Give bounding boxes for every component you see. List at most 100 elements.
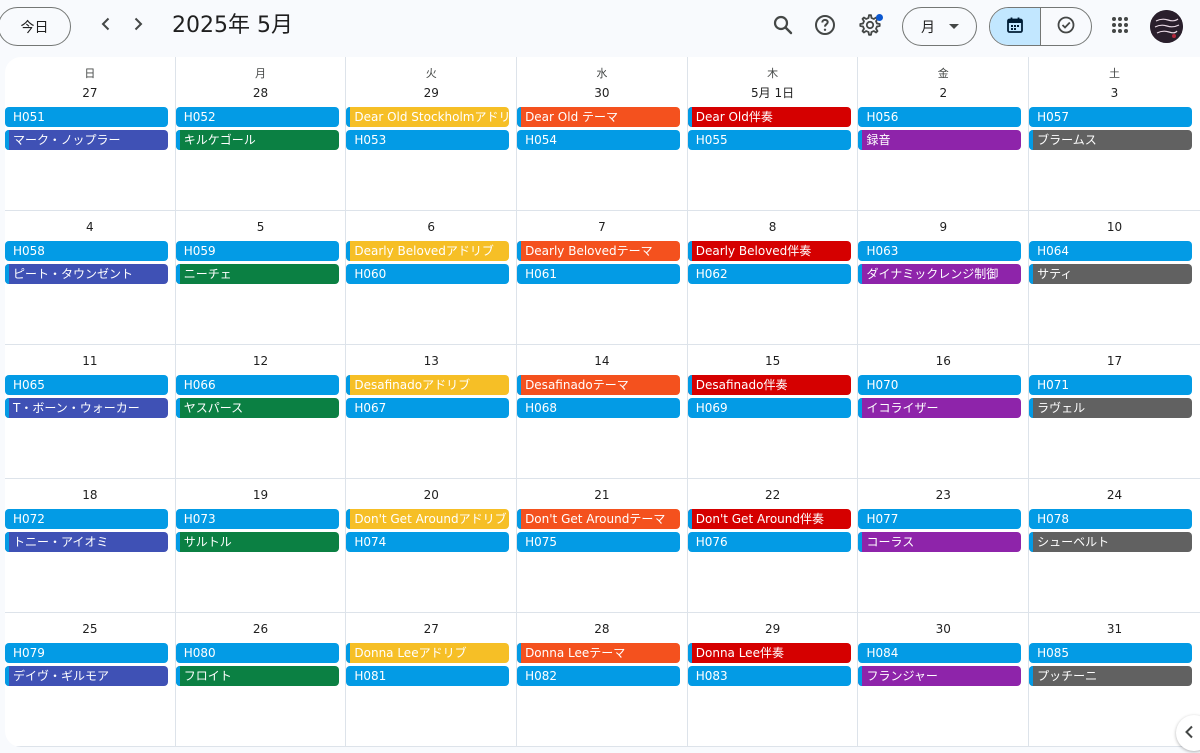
date-number[interactable]: 26 — [252, 622, 269, 636]
event-chip[interactable]: H062 — [687, 264, 851, 284]
event-chip[interactable]: H051 — [5, 107, 168, 127]
event-chip[interactable]: Don't Get Around伴奏 — [687, 509, 851, 529]
tasks-view-button[interactable] — [1041, 8, 1092, 45]
date-number[interactable]: 28 — [594, 622, 610, 636]
help-button[interactable] — [806, 8, 844, 46]
date-number[interactable]: 8 — [768, 220, 777, 234]
date-number[interactable]: 28 — [252, 86, 269, 100]
event-chip[interactable]: Dear Old伴奏 — [687, 107, 851, 127]
event-chip[interactable]: H065 — [5, 375, 168, 395]
day-cell[interactable]: 19 H073 サルトル — [175, 479, 347, 613]
event-chip[interactable]: H056 — [858, 107, 1022, 127]
day-cell[interactable]: 13 Desafinadoアドリブ H067 — [346, 345, 518, 479]
day-cell[interactable]: 20 Don't Get Aroundアドリブ H074 — [346, 479, 518, 613]
next-month-button[interactable] — [124, 12, 152, 40]
account-avatar[interactable] — [1150, 10, 1183, 43]
event-chip[interactable]: ピート・タウンゼント — [5, 264, 168, 284]
event-chip[interactable]: Dear Old Stockholmアドリブ — [346, 107, 510, 127]
day-cell[interactable]: 火 29 Dear Old Stockholmアドリブ H053 — [346, 57, 518, 211]
day-cell[interactable]: 5 H059 ニーチェ — [175, 211, 347, 345]
day-cell[interactable]: 木 5月 1日 Dear Old伴奏 H055 — [687, 57, 859, 211]
event-chip[interactable]: Dear Old テーマ — [517, 107, 681, 127]
event-chip[interactable]: H084 — [858, 643, 1022, 663]
event-chip[interactable]: Don't Get Aroundアドリブ — [346, 509, 510, 529]
event-chip[interactable]: H077 — [858, 509, 1022, 529]
day-cell[interactable]: 7 Dearly Belovedテーマ H061 — [517, 211, 688, 345]
day-cell[interactable]: 月 28 H052 キルケゴール — [175, 57, 347, 211]
event-chip[interactable]: Desafinadoアドリブ — [346, 375, 510, 395]
settings-button[interactable] — [851, 8, 889, 46]
date-number[interactable]: 6 — [427, 220, 436, 234]
event-chip[interactable]: H072 — [5, 509, 168, 529]
day-cell[interactable]: 27 Donna Leeアドリブ H081 — [346, 613, 518, 747]
event-chip[interactable]: 録音 — [858, 130, 1022, 150]
event-chip[interactable]: H079 — [5, 643, 168, 663]
day-cell[interactable]: 26 H080 フロイト — [175, 613, 347, 747]
event-chip[interactable]: キルケゴール — [175, 130, 339, 150]
event-chip[interactable]: H073 — [175, 509, 339, 529]
date-number[interactable]: 5月 1日 — [751, 86, 795, 100]
date-number[interactable]: 19 — [252, 488, 269, 502]
event-chip[interactable]: プッチーニ — [1029, 666, 1193, 686]
day-cell[interactable]: 24 H078 シューベルト — [1029, 479, 1200, 613]
event-chip[interactable]: T・ボーン・ウォーカー — [5, 398, 168, 418]
event-chip[interactable]: H070 — [858, 375, 1022, 395]
view-selector[interactable]: 月 — [902, 7, 977, 46]
search-button[interactable] — [764, 8, 802, 46]
event-chip[interactable]: H081 — [346, 666, 510, 686]
day-cell[interactable]: 17 H071 ラヴェル — [1029, 345, 1200, 479]
date-number[interactable]: 29 — [764, 622, 781, 636]
day-cell[interactable]: 25 H079 デイヴ・ギルモア — [5, 613, 176, 747]
day-cell[interactable]: 21 Don't Get Aroundテーマ H075 — [517, 479, 688, 613]
event-chip[interactable]: サティ — [1029, 264, 1193, 284]
day-cell[interactable]: 30 H084 フランジャー — [858, 613, 1030, 747]
day-cell[interactable]: 31 H085 プッチーニ — [1029, 613, 1200, 747]
day-cell[interactable]: 15 Desafinado伴奏 H069 — [687, 345, 859, 479]
date-number[interactable]: 10 — [1106, 220, 1123, 234]
event-chip[interactable]: H080 — [175, 643, 339, 663]
date-number[interactable]: 22 — [764, 488, 781, 502]
event-chip[interactable]: サルトル — [175, 532, 339, 552]
event-chip[interactable]: H055 — [687, 130, 851, 150]
event-chip[interactable]: H078 — [1029, 509, 1193, 529]
event-chip[interactable]: H082 — [517, 666, 681, 686]
date-number[interactable]: 29 — [423, 86, 439, 100]
day-cell[interactable]: 金 2 H056 録音 — [858, 57, 1030, 211]
event-chip[interactable]: Desafinado伴奏 — [687, 375, 851, 395]
date-number[interactable]: 2 — [939, 86, 948, 100]
event-chip[interactable]: ヤスパース — [175, 398, 339, 418]
event-chip[interactable]: シューベルト — [1029, 532, 1193, 552]
date-number[interactable]: 14 — [594, 354, 610, 368]
date-number[interactable]: 25 — [82, 622, 98, 636]
event-chip[interactable]: H057 — [1029, 107, 1193, 127]
event-chip[interactable]: H075 — [517, 532, 681, 552]
day-cell[interactable]: 土 3 H057 ブラームス — [1029, 57, 1200, 211]
calendar-view-button[interactable] — [990, 8, 1041, 45]
event-chip[interactable]: H083 — [687, 666, 851, 686]
date-number[interactable]: 30 — [594, 86, 610, 100]
date-number[interactable]: 3 — [1110, 86, 1119, 100]
date-number[interactable]: 21 — [594, 488, 610, 502]
event-chip[interactable]: H054 — [517, 130, 681, 150]
event-chip[interactable]: イコライザー — [858, 398, 1022, 418]
day-cell[interactable]: 6 Dearly Belovedアドリブ H060 — [346, 211, 518, 345]
date-number[interactable]: 13 — [423, 354, 439, 368]
date-number[interactable]: 4 — [86, 220, 94, 234]
date-number[interactable]: 24 — [1106, 488, 1123, 502]
event-chip[interactable]: H068 — [517, 398, 681, 418]
event-chip[interactable]: H067 — [346, 398, 510, 418]
day-cell[interactable]: 8 Dearly Beloved伴奏 H062 — [687, 211, 859, 345]
date-number[interactable]: 31 — [1106, 622, 1123, 636]
day-cell[interactable]: 23 H077 コーラス — [858, 479, 1030, 613]
event-chip[interactable]: Donna Lee伴奏 — [687, 643, 851, 663]
event-chip[interactable]: H066 — [175, 375, 339, 395]
date-number[interactable]: 12 — [252, 354, 269, 368]
event-chip[interactable]: H059 — [175, 241, 339, 261]
date-number[interactable]: 15 — [764, 354, 781, 368]
google-apps-button[interactable] — [1101, 8, 1139, 46]
day-cell[interactable]: 11 H065 T・ボーン・ウォーカー — [5, 345, 176, 479]
event-chip[interactable]: H076 — [687, 532, 851, 552]
day-cell[interactable]: 29 Donna Lee伴奏 H083 — [687, 613, 859, 747]
previous-month-button[interactable] — [92, 12, 120, 40]
event-chip[interactable]: H071 — [1029, 375, 1193, 395]
